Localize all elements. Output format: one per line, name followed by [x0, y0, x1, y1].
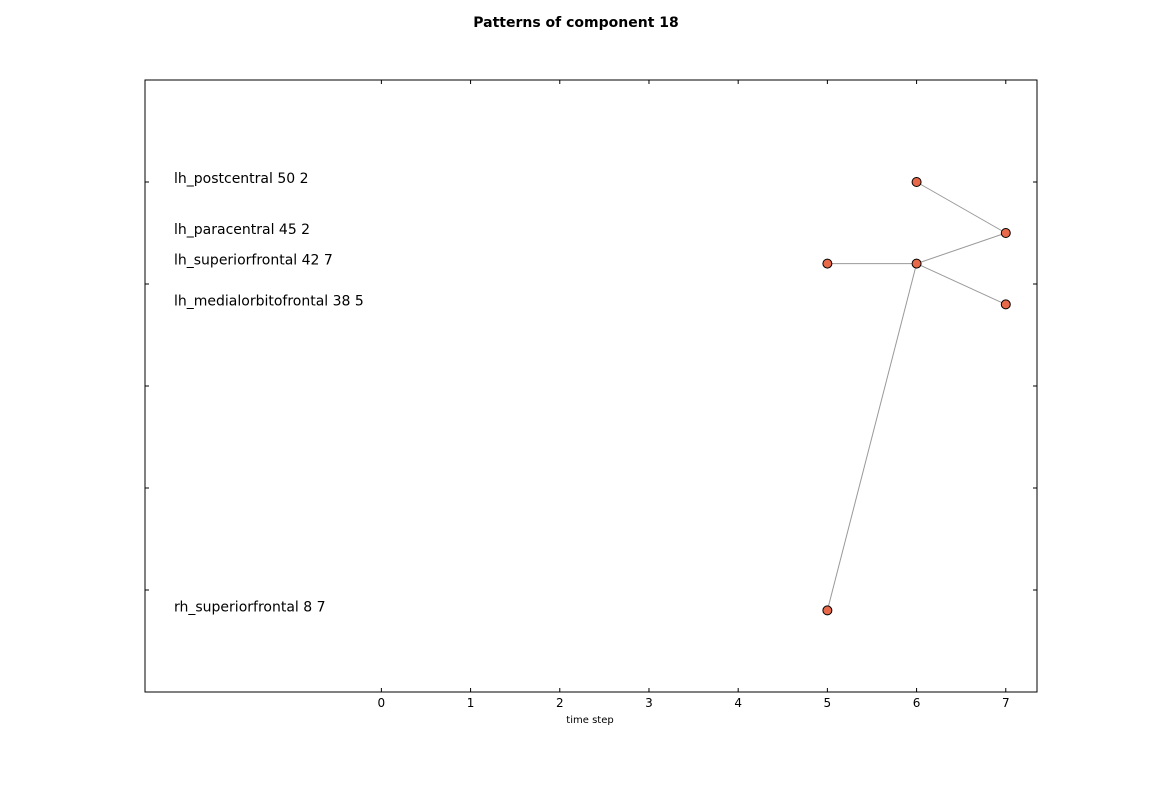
edges	[826, 181, 1007, 611]
row-label: lh_medialorbitofrontal 38 5	[174, 293, 364, 309]
edge-line	[826, 263, 918, 611]
edge-line	[916, 263, 1006, 305]
x-axis-label: time step	[566, 715, 613, 726]
data-point	[822, 605, 833, 616]
data-point	[1000, 299, 1011, 310]
row-label: lh_paracentral 45 2	[174, 222, 310, 238]
data-point	[911, 258, 922, 269]
edge-line	[916, 232, 1006, 265]
x-tick-label: 1	[467, 696, 475, 710]
edge-line	[916, 181, 1007, 234]
row-label: lh_postcentral 50 2	[174, 171, 309, 187]
chart-title: Patterns of component 18	[473, 15, 679, 31]
x-tick-label: 5	[824, 696, 832, 710]
x-tick-label: 2	[556, 696, 564, 710]
data-point	[822, 258, 833, 269]
data-point	[911, 177, 922, 187]
x-tick-label: 7	[1002, 696, 1010, 710]
x-tick-label: 4	[734, 696, 742, 710]
x-tick-label: 6	[913, 696, 921, 710]
x-tick-label: 0	[378, 696, 386, 710]
data-point	[1000, 228, 1011, 238]
x-tick-label: 3	[645, 696, 653, 710]
y-ticks	[145, 181, 1037, 591]
x-ticks: 0 1 2 3 4 5 6 7	[378, 80, 1010, 710]
row-label: rh_superiorfrontal 8 7	[174, 599, 326, 615]
points	[822, 177, 1011, 616]
row-labels: lh_postcentral 50 2 lh_paracentral 45 2 lh…	[174, 171, 364, 615]
row-label: lh_superiorfrontal 42 7	[174, 253, 333, 269]
